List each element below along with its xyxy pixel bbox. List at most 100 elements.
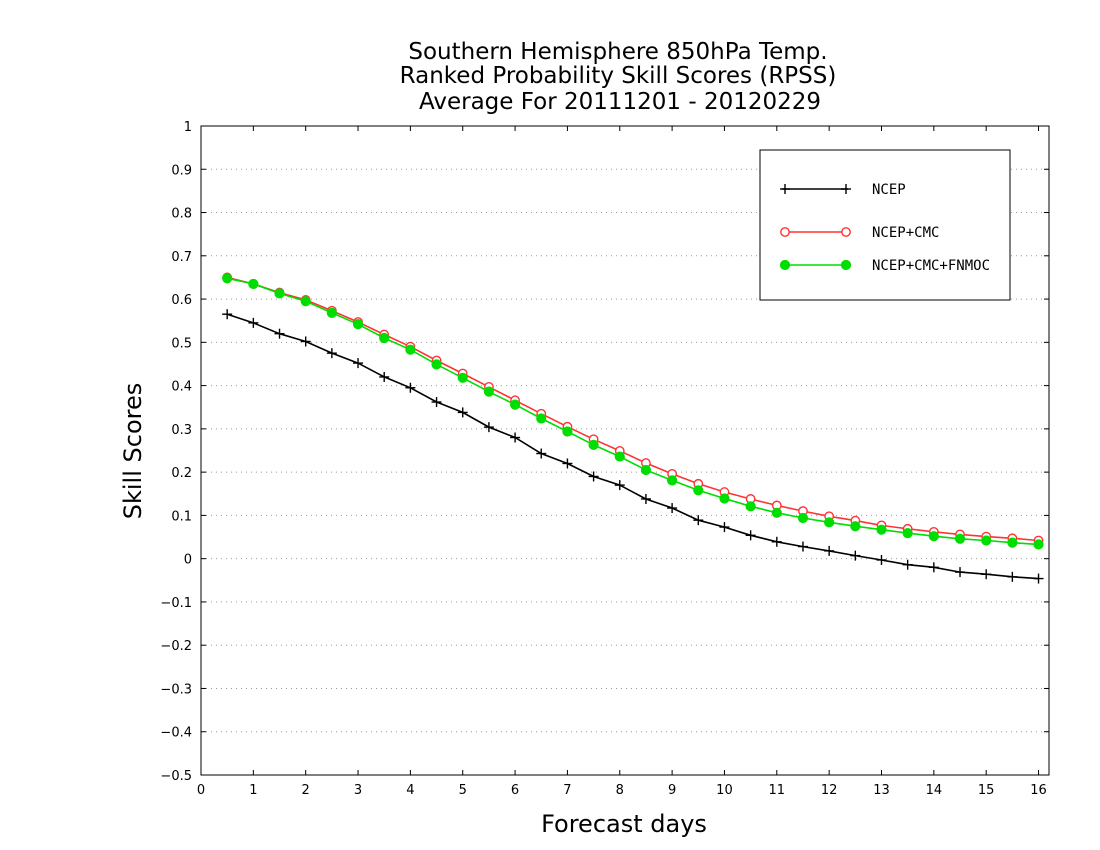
y-tick-label: 1 [184,120,192,135]
legend: NCEP NCEP+CMC NCEP+CMC+FNMOC [759,149,1011,301]
data-point-ncep-cmc-fnmoc [536,413,547,424]
legend-box [759,149,1011,301]
data-point-ncep [379,371,390,382]
data-point-ncep [510,432,521,443]
data-point-ncep [248,317,259,328]
data-point-ncep-cmc-fnmoc [928,531,939,542]
data-point-ncep [588,471,599,482]
data-point-ncep [222,309,233,320]
x-tick-label: 9 [668,783,676,798]
y-tick-label: 0.3 [171,423,192,438]
y-tick-label: 0.9 [171,163,192,178]
data-point-ncep [902,559,913,570]
legend-label-ncep-cmc-fnmoc: NCEP+CMC+FNMOC [872,258,990,274]
y-tick-label: −0.5 [160,769,192,784]
data-point-ncep [693,515,704,526]
data-point-ncep-cmc-fnmoc [667,475,678,486]
data-point-ncep-cmc-fnmoc [379,332,390,344]
x-tick-label: 0 [197,783,205,798]
data-point-ncep [876,554,887,565]
x-axis-title: Forecast days [541,810,707,838]
data-point-ncep [536,448,547,459]
series-ncep-cmc [222,272,1044,546]
chart-title-line-3: Average For 20111201 - 20120229 [419,89,821,115]
data-point-ncep [771,536,782,547]
x-tick-label: 1 [249,783,257,798]
data-point-ncep-cmc-fnmoc [1007,537,1018,548]
y-tick-label: 0.5 [171,336,192,351]
legend-entry-ncep: NCEP [780,182,906,198]
data-point-ncep [431,397,442,408]
x-tick-label: 7 [563,783,571,798]
series-line-ncep [226,313,1039,580]
data-point-ncep-cmc-fnmoc [509,399,521,410]
data-point-ncep [745,530,756,541]
data-point-ncep [955,567,966,578]
data-point-ncep [326,348,337,359]
data-point-ncep-cmc-fnmoc [1033,539,1044,550]
x-tick-label: 2 [302,783,310,798]
data-point-ncep-cmc-fnmoc [981,535,992,546]
data-point-ncep [850,550,861,561]
y-tick-label: −0.4 [160,726,192,741]
data-point-ncep-cmc-fnmoc [824,517,835,528]
x-tick-label: 6 [511,783,519,798]
series-ncep-cmc-fnmoc [222,273,1044,550]
data-point-ncep [457,407,468,418]
data-point-ncep [928,562,939,573]
y-tick-label: −0.1 [160,596,192,611]
data-point-ncep [614,480,625,491]
x-tick-label: 8 [616,783,624,798]
x-tick-label: 14 [926,783,943,798]
x-tick-label: 13 [873,783,890,798]
legend-label-ncep: NCEP [872,182,906,198]
y-axis: −0.5 −0.4 −0.3 −0.2 −0.1 0 0.1 0.2 0.3 0.4 0.5 0.6 0… [160,120,1049,784]
y-tick-label: 0 [184,553,192,568]
legend-marker-ncep-cmc-fnmoc [779,259,791,271]
y-tick-label: 0.4 [171,380,192,395]
legend-entry-ncep-cmc-fnmoc: NCEP+CMC+FNMOC [779,258,990,274]
data-point-ncep-cmc-fnmoc [876,524,887,535]
data-point-ncep-cmc-fnmoc [326,307,337,319]
series-layer [222,272,1044,584]
data-point-ncep-cmc-fnmoc [745,501,756,512]
x-tick-label: 16 [1030,783,1047,798]
data-point-ncep-cmc-fnmoc [405,344,416,355]
data-point-ncep-cmc-fnmoc [850,521,861,532]
x-tick-label: 3 [354,783,362,798]
data-point-ncep-cmc-fnmoc [693,485,704,496]
chart-title-line-1: Southern Hemisphere 850hPa Temp. [408,39,827,65]
data-point-ncep-cmc-fnmoc [954,533,966,544]
x-tick-label: 10 [716,783,733,798]
data-point-ncep-cmc-fnmoc [797,512,809,524]
legend-entry-ncep-cmc: NCEP+CMC [780,225,939,241]
plot-area-frame [200,125,1050,776]
y-tick-label: 0.1 [171,509,192,524]
data-point-ncep [824,545,835,556]
data-point-ncep-cmc-fnmoc [300,296,311,307]
data-point-ncep-cmc-fnmoc [222,273,233,284]
data-point-ncep-cmc-fnmoc [562,426,573,437]
y-tick-label: 0.2 [171,466,192,481]
data-point-ncep [640,493,651,504]
data-point-ncep-cmc-fnmoc [614,451,625,462]
legend-marker-ncep [841,184,851,194]
data-point-ncep-cmc-fnmoc [640,464,652,476]
y-tick-label: 0.6 [171,293,192,308]
legend-marker-ncep [780,184,790,194]
data-point-ncep [300,336,311,347]
y-tick-label: −0.3 [160,682,192,697]
x-tick-label: 12 [821,783,838,798]
data-point-ncep-cmc-fnmoc [457,372,468,383]
data-point-ncep-cmc-fnmoc [771,507,782,518]
y-axis-title: Skill Scores [119,383,147,520]
x-tick-label: 5 [459,783,467,798]
data-point-ncep [797,541,808,552]
data-point-ncep-cmc-fnmoc [719,493,730,504]
chart-title-line-2: Ranked Probability Skill Scores (RPSS) [400,63,837,89]
y-tick-label: 0.7 [171,250,192,265]
data-point-ncep [562,458,573,469]
data-point-ncep [483,422,494,433]
legend-marker-ncep-cmc [780,227,790,237]
